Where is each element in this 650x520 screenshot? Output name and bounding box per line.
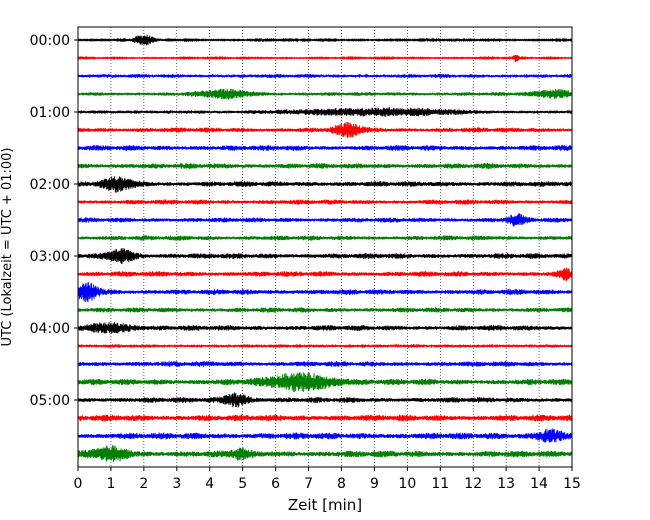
- grid-lines: [110, 27, 540, 467]
- seismic-trace-0430: [77, 361, 573, 367]
- seismic-trace-0445: [77, 372, 573, 392]
- y-tick-label: 02:00: [30, 177, 70, 193]
- x-tick-label: 10: [398, 476, 416, 492]
- seismic-trace-0300: [77, 248, 573, 264]
- x-tick-label: 4: [205, 476, 214, 492]
- x-tick-label: 2: [139, 476, 148, 492]
- seismic-trace-0415: [77, 343, 573, 349]
- x-tick-label: 12: [464, 476, 482, 492]
- y-tick-label: 03:00: [30, 249, 70, 265]
- seismic-trace-0345: [77, 307, 573, 313]
- seismic-trace-0400: [77, 322, 573, 334]
- x-tick-label: 15: [563, 476, 581, 492]
- seismic-trace-0200: [77, 176, 573, 193]
- x-axis-ticks: 0 1 2 3 4 5 6 7 8 9 10 11 12 13 14 15: [74, 467, 581, 492]
- seismic-trace-0315: [77, 267, 573, 281]
- x-tick-label: 9: [370, 476, 379, 492]
- seismic-trace-0545: [77, 445, 573, 462]
- x-tick-label: 6: [271, 476, 280, 492]
- seismic-trace-0245: [77, 235, 573, 241]
- x-tick-label: 8: [337, 476, 346, 492]
- x-tick-label: 13: [497, 476, 515, 492]
- seismic-trace-0100: [77, 107, 573, 117]
- seismic-trace-0115: [77, 121, 573, 139]
- x-axis-label: Zeit [min]: [288, 496, 362, 514]
- x-tick-label: 14: [530, 476, 548, 492]
- x-tick-label: 0: [74, 476, 83, 492]
- seismic-trace-0230: [77, 213, 573, 227]
- seismic-trace-0045: [77, 88, 573, 100]
- traces: [77, 34, 573, 462]
- x-tick-label: 7: [304, 476, 313, 492]
- seismic-trace-0500: [77, 392, 573, 408]
- x-tick-label: 5: [238, 476, 247, 492]
- y-tick-label: 04:00: [30, 321, 70, 337]
- seismic-trace-0030: [77, 73, 573, 79]
- x-tick-label: 3: [172, 476, 181, 492]
- seismic-trace-0130: [77, 145, 573, 151]
- seismic-trace-0145: [77, 163, 573, 169]
- plot-frame: [77, 26, 573, 468]
- seismic-trace-0530: [77, 428, 573, 443]
- y-axis-ticks: 00:00 01:00 02:00 03:00 04:00 05:00: [30, 33, 78, 409]
- x-tick-label: 11: [431, 476, 449, 492]
- y-tick-label: 01:00: [30, 105, 70, 121]
- seismic-trace-0015: [77, 54, 573, 63]
- x-tick-label: 1: [106, 476, 115, 492]
- seismic-trace-0000: [77, 34, 573, 46]
- seismic-trace-0330: [77, 282, 573, 303]
- y-tick-label: 00:00: [30, 33, 70, 49]
- y-tick-label: 05:00: [30, 393, 70, 409]
- y-axis-label: UTC (Lokalzeit = UTC + 01:00): [0, 148, 15, 347]
- seismic-trace-0515: [77, 414, 573, 422]
- seismic-trace-0215: [77, 199, 573, 205]
